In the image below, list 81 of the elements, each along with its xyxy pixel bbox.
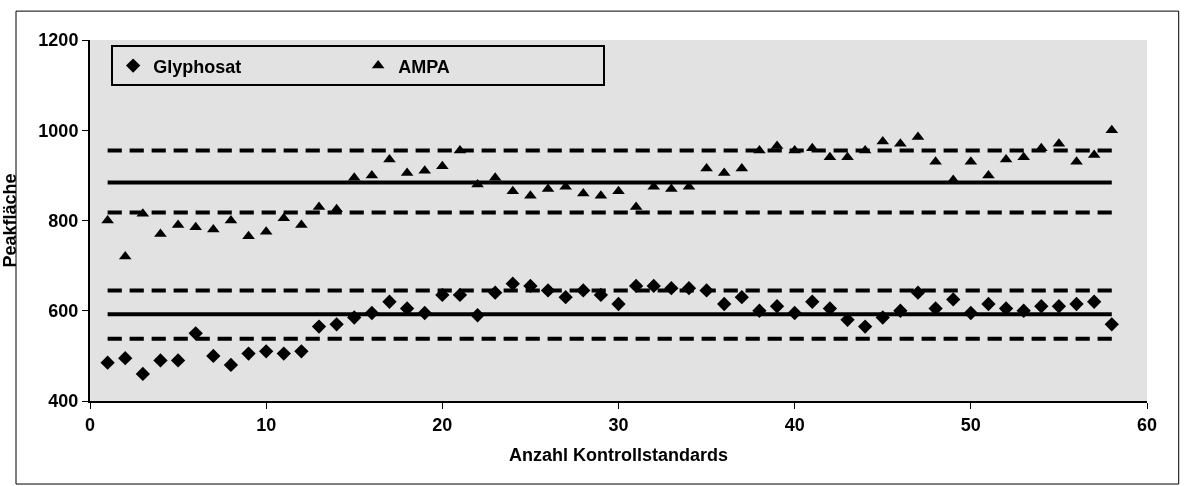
point [787,305,802,321]
point [717,296,732,312]
point [805,142,819,152]
y-tick-label: 1000 [38,120,79,141]
point [347,310,362,325]
point [1034,142,1048,152]
point [734,290,749,305]
point [170,353,186,368]
point [1104,317,1119,332]
point [364,305,380,321]
x-tick-label: 40 [784,414,805,435]
y-tick-label: 600 [48,301,79,322]
point [135,366,150,382]
point [365,169,379,179]
point [699,283,714,298]
point [910,285,926,300]
point [206,348,221,364]
point [593,287,609,303]
point [471,178,484,188]
x-tick-label: 0 [84,414,96,435]
point [805,294,820,309]
point [963,305,978,321]
point [769,299,785,314]
point [857,319,873,334]
point [294,344,309,359]
point [505,276,520,291]
point [752,303,767,318]
x-tick-label: 20 [432,414,453,435]
point [946,292,961,307]
point [1016,303,1031,318]
point [823,151,837,161]
x-tick-label: 60 [1136,414,1158,435]
x-tick-label: 10 [256,414,277,435]
point [523,278,538,294]
x-tick-label: 30 [608,414,629,435]
point [611,296,626,312]
y-tick-label: 1200 [38,30,79,51]
y-axis-title: Peakfläche [0,173,20,268]
point [100,355,115,370]
point [646,278,661,294]
point [558,290,573,305]
point [488,285,503,300]
point [893,303,908,318]
point [382,294,397,309]
point [242,230,255,240]
point [664,281,679,296]
point [981,296,996,312]
point [1034,299,1049,314]
point [417,305,432,321]
point [153,353,168,368]
point [223,357,239,373]
point [311,319,327,334]
point [1017,151,1031,161]
point [259,344,274,359]
point [276,346,291,361]
point [875,310,890,325]
x-tick-label: 50 [960,414,981,435]
point [189,221,203,231]
point [576,283,591,298]
point [1069,296,1084,312]
point [628,278,644,294]
y-tick-label: 800 [48,210,79,231]
y-tick-label: 400 [48,391,79,412]
point [1087,294,1102,309]
point [241,346,256,361]
point [188,326,203,341]
point [1051,299,1067,314]
point [681,281,697,296]
point [435,160,449,170]
legend-label: Glyphosat [153,56,242,77]
point [118,350,133,366]
point [982,169,995,179]
point [540,283,556,298]
point [576,187,590,197]
x-axis-title: Anzahl Kontrollstandards [508,445,729,466]
point [470,308,485,323]
point [329,317,344,332]
legend-label: AMPA [398,56,450,77]
point [452,287,468,303]
point [841,151,854,161]
point [435,287,450,303]
